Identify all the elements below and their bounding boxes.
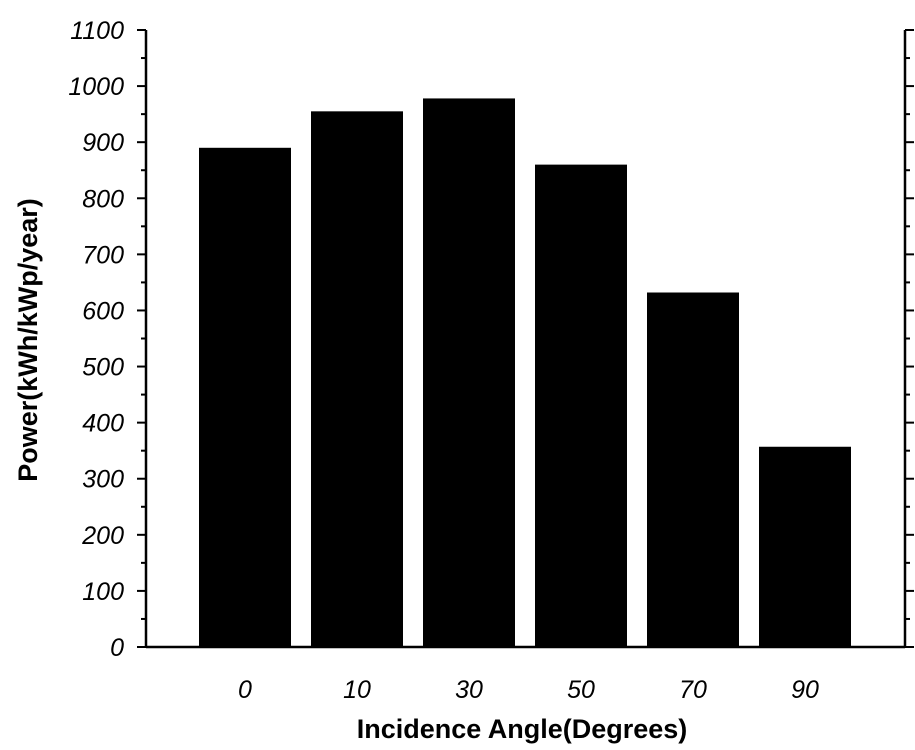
y-tick-label: 1100	[70, 17, 124, 45]
y-tick-label: 0	[110, 634, 124, 662]
y-tick-label: 400	[82, 410, 124, 438]
x-tick-label: 50	[567, 676, 595, 704]
y-tick-label: 800	[82, 185, 124, 213]
y-tick-label: 700	[82, 241, 124, 269]
x-tick-label: 30	[455, 676, 483, 704]
bar	[199, 147, 291, 648]
bar	[423, 98, 515, 647]
bar	[647, 292, 739, 647]
y-tick-label: 300	[82, 466, 124, 494]
x-tick-label: 10	[343, 676, 371, 704]
bar	[759, 446, 851, 647]
y-axis-ticks	[137, 29, 914, 648]
x-tick-label: 90	[791, 676, 819, 704]
y-tick-label: 900	[82, 129, 124, 157]
y-tick-label: 600	[82, 297, 124, 325]
x-tick-label: 0	[238, 676, 252, 704]
x-tick-label: 70	[679, 676, 707, 704]
bars	[199, 98, 851, 648]
x-axis-title: Incidence Angle(Degrees)	[357, 714, 688, 744]
y-tick-label: 200	[81, 522, 124, 550]
bar	[535, 164, 627, 648]
y-axis-title: Power(kWh/kWp/year)	[13, 198, 43, 482]
y-tick-label: 500	[82, 354, 124, 382]
bar	[311, 111, 403, 648]
y-tick-label: 100	[82, 578, 124, 606]
y-tick-label: 1000	[68, 73, 124, 101]
y-axis-tick-labels: 0 100 200 300 400 500 600 700 800 900 1000 1100	[68, 17, 124, 662]
x-axis-tick-labels: 0 10 30 50 70 90	[238, 676, 819, 704]
